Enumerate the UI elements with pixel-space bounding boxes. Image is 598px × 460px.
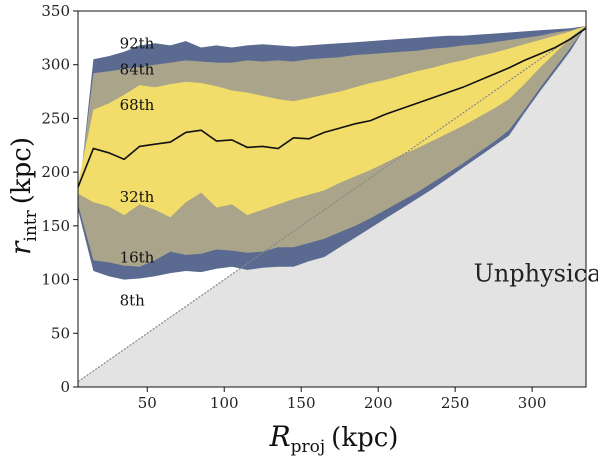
- y-tick-label-300: 300: [41, 56, 70, 74]
- axes: 50 100 150 200 250 300 0 50 100 150 200 250 300 350: [41, 2, 587, 412]
- band-label-84th: 84th: [120, 60, 155, 78]
- axes-frame: [77, 10, 587, 388]
- x-tick-label-250: 250: [441, 394, 470, 412]
- y-axis-title-unit: (kpc): [7, 137, 37, 204]
- band-label-92th: 92th: [120, 35, 155, 53]
- y-tick-label-200: 200: [41, 163, 70, 181]
- annotations: 92th 84th 68th 32th 16th 8th Unphysical: [120, 35, 598, 310]
- x-axis-title-main: R: [269, 420, 291, 453]
- x-axis-title: Rproj (kpc): [269, 420, 399, 457]
- y-axis-title-main: r: [4, 240, 37, 255]
- band-32nd-68th: [78, 26, 586, 218]
- x-tick-label-50: 50: [138, 394, 157, 412]
- x-axis-title-unit: (kpc): [331, 423, 398, 453]
- unphysical-label: Unphysical: [474, 260, 598, 288]
- x-tick-label-300: 300: [518, 394, 547, 412]
- y-tick-label-50: 50: [51, 324, 70, 342]
- y-tick-label-350: 350: [41, 2, 70, 20]
- x-tick-label-100: 100: [210, 394, 239, 412]
- plot-area: [77, 26, 587, 387]
- x-axis-title-sub: proj: [291, 437, 326, 457]
- x-tick-label-150: 150: [287, 394, 316, 412]
- band-label-68th: 68th: [120, 96, 155, 114]
- y-axis-title: rintr (kpc): [4, 137, 41, 255]
- y-tick-label-250: 250: [41, 109, 70, 127]
- unphysical-boundary-line: [77, 26, 587, 383]
- x-tick-label-200: 200: [364, 394, 393, 412]
- band-label-32th: 32th: [120, 188, 155, 206]
- y-tick-label-150: 150: [41, 217, 70, 235]
- band-label-8th: 8th: [120, 291, 146, 309]
- y-tick-label-0: 0: [60, 378, 70, 396]
- band-label-16th: 16th: [120, 248, 155, 266]
- median-line: [77, 27, 587, 188]
- y-axis-title-sub: intr: [21, 209, 41, 241]
- y-tick-label-100: 100: [41, 271, 70, 289]
